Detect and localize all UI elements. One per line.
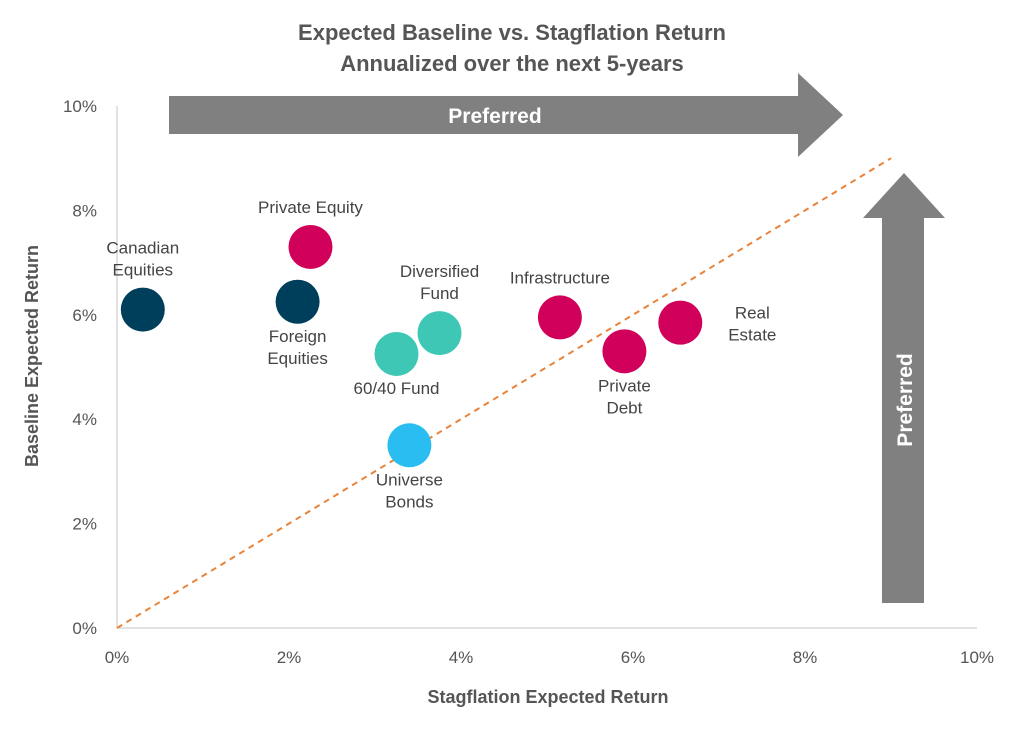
data-point-label: Foreign bbox=[269, 327, 327, 346]
data-point bbox=[387, 423, 432, 468]
data-point bbox=[275, 279, 320, 324]
x-tick-label: 8% bbox=[793, 648, 818, 667]
data-point-label: Diversified bbox=[400, 262, 479, 281]
x-tick-label: 0% bbox=[105, 648, 130, 667]
data-point-label: Real bbox=[735, 304, 770, 323]
data-point bbox=[374, 331, 419, 376]
data-point-label: Fund bbox=[420, 284, 459, 303]
y-tick-label: 6% bbox=[72, 306, 97, 325]
arrows-layer: Preferred Preferred bbox=[169, 73, 945, 603]
y-tick-label: 2% bbox=[72, 515, 97, 534]
y-tick-labels: 0% 2% 4% 6% 8% 10% bbox=[63, 97, 97, 638]
x-tick-label: 4% bbox=[449, 648, 474, 667]
y-axis-title: Baseline Expected Return bbox=[22, 245, 42, 467]
data-point-label: 60/40 Fund bbox=[353, 379, 439, 398]
data-point-label: Private Equity bbox=[258, 198, 363, 217]
data-point bbox=[288, 224, 333, 269]
data-point bbox=[658, 300, 703, 345]
x-tick-label: 6% bbox=[621, 648, 646, 667]
x-tick-label: 2% bbox=[277, 648, 302, 667]
data-point bbox=[537, 295, 582, 340]
preferred-arrow-horizontal-label: Preferred bbox=[448, 105, 541, 128]
data-point-label: Equities bbox=[113, 261, 173, 280]
data-point-label: Equities bbox=[267, 349, 327, 368]
reference-line bbox=[116, 157, 892, 629]
y-tick-label: 10% bbox=[63, 97, 97, 116]
data-point bbox=[417, 311, 462, 356]
chart-title: Expected Baseline vs. Stagflation Return bbox=[298, 20, 726, 45]
y-tick-label: 8% bbox=[72, 201, 97, 220]
preferred-arrow-vertical-label: Preferred bbox=[894, 353, 917, 446]
x-tick-labels: 0% 2% 4% 6% 8% 10% bbox=[105, 648, 994, 667]
y-tick-label: 4% bbox=[72, 410, 97, 429]
data-point-label: Bonds bbox=[385, 492, 433, 511]
data-point bbox=[602, 329, 647, 374]
data-point bbox=[120, 287, 165, 332]
preferred-arrow-horizontal bbox=[169, 73, 843, 157]
data-point-label: Universe bbox=[376, 470, 443, 489]
x-axis-title: Stagflation Expected Return bbox=[427, 687, 668, 707]
data-point-label: Estate bbox=[728, 326, 776, 345]
x-tick-label: 10% bbox=[960, 648, 994, 667]
chart-subtitle: Annualized over the next 5-years bbox=[340, 51, 684, 76]
data-point-labels: Canadian Equities Private Equity Foreign Equ… bbox=[106, 198, 776, 511]
y-tick-label: 0% bbox=[72, 619, 97, 638]
data-point-label: Debt bbox=[606, 398, 642, 417]
data-point-label: Private bbox=[598, 376, 651, 395]
data-point-label: Infrastructure bbox=[510, 268, 610, 287]
preferred-arrow-vertical bbox=[863, 173, 945, 603]
data-point-label: Canadian bbox=[106, 239, 179, 258]
data-points bbox=[120, 224, 703, 468]
